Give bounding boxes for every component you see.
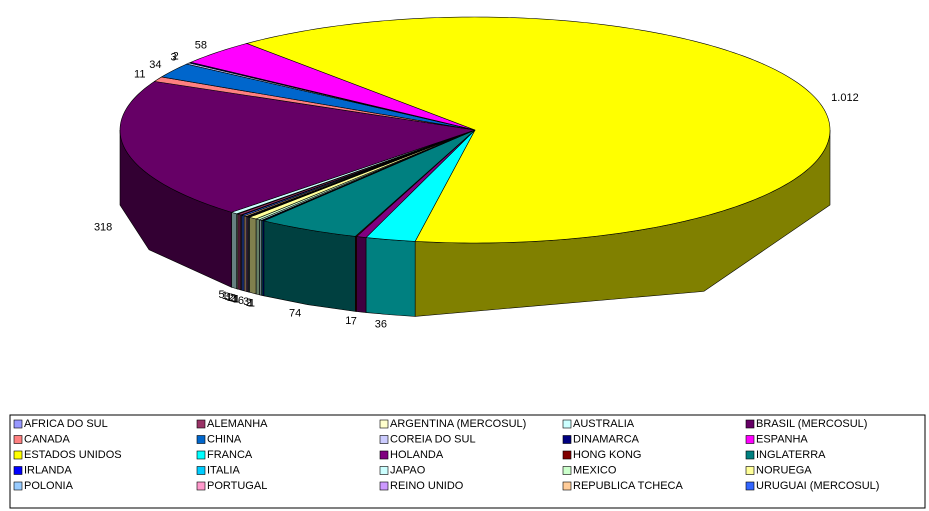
legend-swatch [196,435,206,444]
legend-swatch [13,419,23,429]
legend-swatch [379,435,389,444]
legend-label: CHINA [207,433,242,445]
legend-label: ESTADOS UNIDOS [24,449,122,461]
legend-label: DINAMARCA [573,433,640,445]
legend-label: AUSTRALIA [573,418,635,430]
slice [245,16,831,244]
data-label: 7 [351,315,357,327]
legend-swatch [196,481,206,491]
legend-label: INGLATERRA [756,449,826,461]
slice [189,43,476,131]
legend-label: NORUEGA [756,464,812,476]
legend-swatch [562,481,572,491]
data-label: 3 [224,291,230,303]
slice [240,129,476,217]
legend-label: ALEMANHA [207,418,268,430]
slice-side [255,218,260,296]
data-label: 1 [226,292,232,304]
data-label: 1 [222,290,228,302]
legend-swatch [562,450,572,460]
legend-swatch [745,481,755,491]
legend-label: JAPAO [390,464,426,476]
data-label: 2 [246,297,252,309]
legend-label: CANADA [24,433,71,445]
legend-swatch [13,481,23,491]
data-label: 11 [134,69,145,81]
legend-swatch [196,419,206,429]
slice-side [249,216,257,295]
data-label: 1.012 [831,92,859,104]
data-label: 5 [218,289,224,301]
legend-label: PORTUGAL [207,480,267,492]
legend-swatch [379,481,389,491]
legend-swatch [379,450,389,460]
slice-side [259,219,262,296]
slice-side [243,215,247,292]
slice-side [356,236,367,313]
data-label: 3 [243,296,249,308]
legend-label: ARGENTINA (MERCOSUL) [390,418,526,430]
data-label: 1 [234,294,240,306]
legend-swatch [196,466,206,475]
legend-swatch [13,435,23,444]
data-label: 1 [232,293,238,305]
slice-side [231,211,237,290]
data-label: 36 [375,318,387,330]
legend-label: HONG KONG [573,449,641,461]
data-label: 1 [345,315,351,327]
legend-swatch [562,419,572,429]
data-label: 3 [171,52,177,64]
data-label: 1 [233,293,239,305]
legend-swatch [13,450,23,460]
data-label: 2 [228,292,234,304]
data-label: 2 [173,51,179,63]
legend-label: ESPANHA [756,433,808,445]
legend-swatch [562,466,572,475]
data-label: 1 [249,298,255,310]
slice [262,129,476,237]
legend-label: AFRICA DO SUL [24,418,108,430]
legend-swatch [379,466,389,475]
legend-swatch [562,435,572,444]
data-label: 74 [289,307,301,319]
legend-swatch [379,419,389,429]
legend-label: IRLANDA [24,464,72,476]
legend-swatch [745,435,755,444]
legend-label: BRASIL (MERCOSUL) [756,418,867,430]
data-label: 318 [94,222,112,234]
data-label: 58 [195,39,207,51]
slice-side [365,237,416,317]
legend-label: COREIA DO SUL [390,433,476,445]
legend-label: HOLANDA [390,449,444,461]
data-label: 6 [238,295,244,307]
slice-side [237,213,242,291]
slice [365,129,476,242]
legend-label: MEXICO [573,464,617,476]
legend-label: REINO UNIDO [390,480,464,492]
slice [160,63,476,131]
legend-label: REPUBLICA TCHECA [573,480,683,492]
legend-swatch [745,450,755,460]
legend-label: ITALIA [207,464,240,476]
legend-box [9,414,926,509]
legend-swatch [13,466,23,475]
slice [119,81,476,213]
legend-swatch [745,466,755,475]
legend-swatch [196,450,206,460]
data-label: 2 [230,293,236,305]
legend-label: POLONIA [24,480,74,492]
legend-label: URUGUAI (MERCOSUL) [756,480,879,492]
data-label: 34 [149,59,161,71]
data-label: 1 [248,297,254,309]
slice-side [241,214,245,292]
legend-label: FRANCA [207,449,253,461]
legend-swatch [745,419,755,429]
